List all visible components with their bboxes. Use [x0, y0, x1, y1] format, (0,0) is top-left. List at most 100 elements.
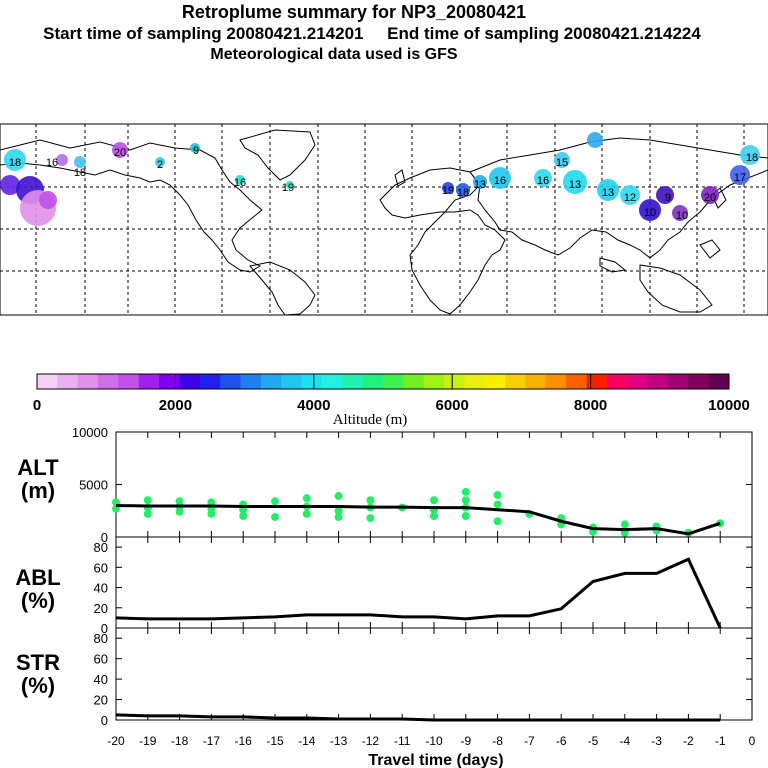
plume-label: 15 [556, 157, 568, 169]
plume-label: 16 [537, 175, 549, 187]
x-tick-label: -8 [492, 734, 503, 748]
series-line [115, 713, 721, 722]
scatter-point [493, 491, 502, 499]
panel-label: (m) [21, 478, 55, 503]
colorbar-swatch [179, 374, 201, 389]
altitude-colorbar: 0 2000 4000 6000 8000 10000 [33, 373, 750, 414]
x-tick-label: -12 [362, 734, 380, 748]
x-tick-label: -6 [556, 734, 567, 748]
map-gridlines [0, 124, 768, 315]
colorbar-tick-label: 10000 [708, 397, 750, 414]
plume-label: 19 [442, 185, 454, 197]
series-line [115, 557, 722, 629]
colorbar-swatch [627, 374, 649, 389]
x-tick-label: -5 [588, 734, 599, 748]
colorbar-swatch [484, 374, 506, 389]
colorbar-swatch [586, 374, 608, 389]
scatter-point [461, 487, 470, 496]
x-tick-label: -14 [298, 734, 316, 748]
plume-circle [701, 186, 719, 204]
plume-label: 9 [665, 192, 671, 204]
plume-label: 9 [193, 145, 199, 157]
panel-label: ALT [17, 455, 59, 480]
scatter-point [430, 496, 438, 505]
colorbar-tick-label: 6000 [436, 397, 469, 414]
scatter-point [271, 513, 279, 522]
x-tick-label: -20 [107, 734, 125, 748]
plume-circle [639, 199, 661, 221]
plume-label: 16 [494, 175, 506, 187]
plume-label: 10 [676, 210, 688, 222]
y-tick-label: 5000 [79, 478, 108, 493]
x-tick-label: -4 [619, 734, 630, 748]
plume-circle [597, 179, 619, 201]
panel-label: STR [16, 650, 60, 675]
x-tick-label: -3 [651, 734, 662, 748]
plume-circle [56, 154, 68, 166]
colorbar-tick-label: 0 [33, 397, 41, 414]
x-tick-label: -13 [330, 734, 348, 748]
y-tick-label: 80 [94, 631, 108, 646]
plume-label: 13 [602, 187, 614, 199]
colorbar-swatch [464, 374, 486, 389]
scatter-point [493, 517, 502, 526]
colorbar-swatch [57, 374, 79, 389]
sampling-times: Start time of sampling 20080421.214201 E… [43, 24, 701, 43]
scatter-point [143, 509, 152, 518]
x-tick-label: -10 [425, 734, 443, 748]
plume-circle [620, 185, 640, 205]
panel-str: 80 60 40 20 0 STR(%) [16, 627, 753, 728]
colorbar-swatch [566, 374, 588, 389]
colorbar-swatch [403, 374, 425, 389]
plume-circle [534, 169, 552, 187]
plume-label: 17 [734, 172, 746, 184]
colorbar-swatch [342, 374, 364, 389]
colorbar-tick-label: 4000 [297, 397, 330, 414]
colorbar-swatch [545, 374, 567, 389]
colorbar-swatch [240, 374, 262, 389]
colorbar-title: Altitude (m) [333, 412, 408, 428]
colorbar-swatch [138, 374, 160, 389]
plume-circle [39, 191, 57, 209]
y-tick-label: 20 [94, 693, 108, 708]
time-series-panels: 1000050000ALT(m)806040200ABL(%)806040200… [15, 425, 755, 748]
x-tick-label: -11 [394, 734, 411, 748]
x-tick-label: 0 [749, 734, 756, 748]
scatter-point [239, 512, 248, 520]
y-tick-label: 0 [101, 621, 108, 636]
plume-circle [286, 181, 294, 189]
y-tick-label: 80 [94, 540, 108, 555]
plume-circle [456, 183, 470, 197]
colorbar-swatch [260, 374, 282, 389]
x-tick-label: -1 [715, 734, 726, 748]
colorbar-swatch [362, 374, 384, 389]
x-tick-label: -7 [524, 734, 535, 748]
colorbar-tick-label: 8000 [574, 397, 607, 414]
y-tick-label: 40 [94, 672, 108, 687]
panel-label: (%) [21, 673, 55, 698]
plume-circle [672, 205, 688, 221]
colorbar-swatch [159, 374, 180, 389]
plume-label: 13 [474, 179, 486, 191]
plume-circle [235, 175, 245, 185]
colorbar-swatch [505, 374, 526, 389]
colorbar-swatch [281, 374, 303, 389]
scatter-point [271, 497, 279, 506]
plume-label: 18 [746, 152, 758, 164]
y-tick-label: 0 [101, 713, 108, 728]
plume-circle [4, 149, 26, 171]
plume-circle [656, 186, 674, 204]
scatter-point [366, 496, 375, 505]
plume-label: 10 [644, 207, 656, 219]
colorbar-swatch [423, 374, 445, 389]
plume-label: 12 [624, 192, 636, 204]
x-tick-label: -19 [139, 734, 157, 748]
scatter-point [207, 498, 216, 507]
colorbar-swatch [98, 374, 119, 389]
colorbar-swatch [606, 374, 628, 389]
panel-label: ABL [15, 565, 60, 590]
panel-abl: 80 60 40 20 0 ABL(%) [15, 536, 753, 636]
plume-circle [112, 142, 128, 158]
colorbar-swatch [525, 374, 547, 389]
